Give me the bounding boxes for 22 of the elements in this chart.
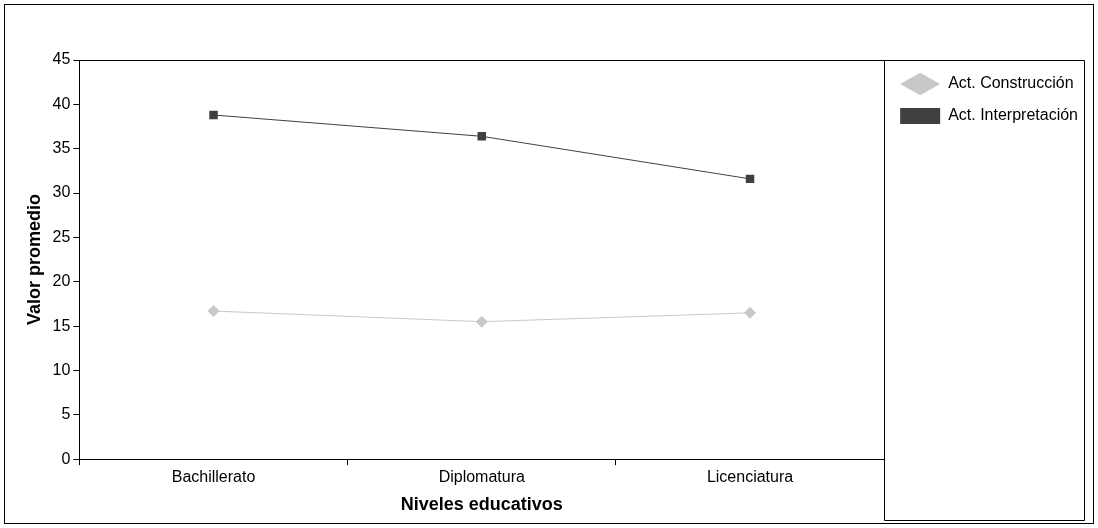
y-tick-label: 40	[52, 94, 71, 112]
y-tick-label: 10	[52, 360, 71, 378]
y-tick-label: 45	[52, 50, 71, 68]
x-tick-label: Licenciatura	[706, 468, 794, 486]
y-tick-label: 15	[52, 316, 71, 334]
y-tick-label: 30	[52, 183, 71, 201]
y-tick-label: 0	[61, 449, 71, 467]
legend-label: Act. Construcción	[948, 74, 1074, 92]
y-tick-label: 35	[52, 139, 71, 157]
x-tick-label: Diplomatura	[438, 468, 525, 486]
y-tick-label: 20	[52, 272, 71, 290]
point	[744, 306, 757, 319]
y-tick-label: 25	[52, 227, 71, 245]
x-axis-title: Niveles educativos	[400, 494, 563, 515]
point	[477, 132, 487, 141]
legend-label: Act. Interpretación	[948, 106, 1078, 124]
y-axis-title: Valor promedio	[23, 194, 44, 326]
point	[475, 315, 488, 328]
y-tick-label: 5	[61, 405, 71, 423]
point	[207, 305, 220, 318]
x-tick-label: Bachillerato	[171, 468, 256, 486]
point	[209, 110, 218, 120]
